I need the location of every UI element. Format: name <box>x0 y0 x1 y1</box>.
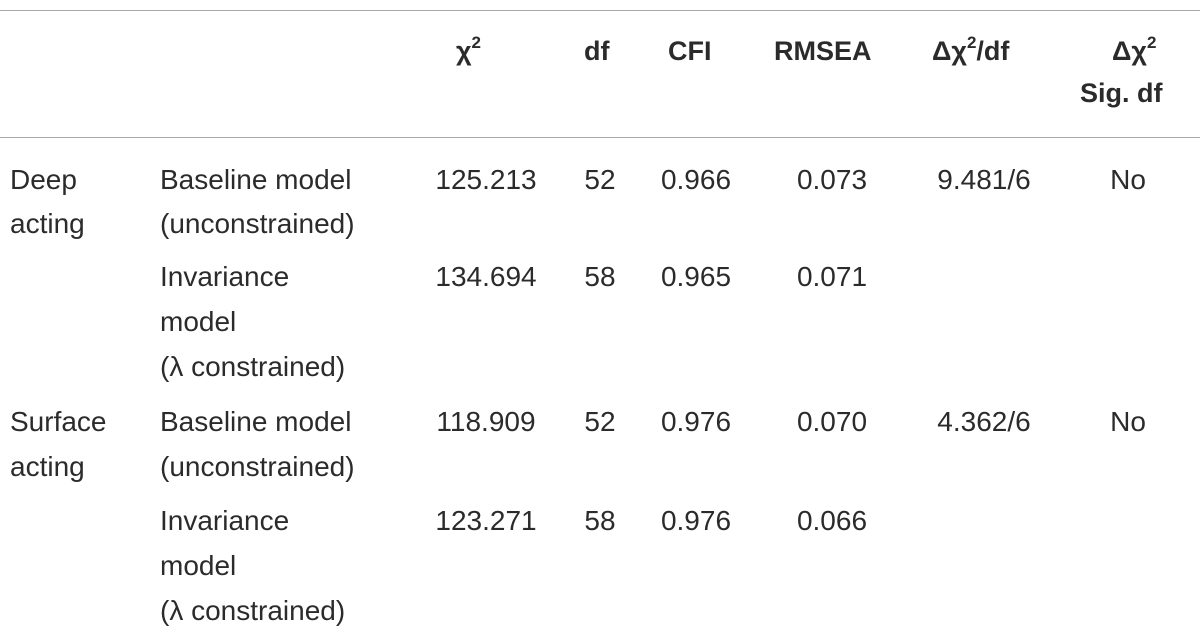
table-header-rule <box>0 137 1200 138</box>
header-sig-df: Sig. df <box>1080 78 1163 108</box>
model-name: Invariance <box>160 505 290 536</box>
header-delta-chi-df: Δχ2/df <box>932 33 1010 66</box>
df-value: 52 <box>584 164 616 195</box>
model-name: Invariance <box>160 261 290 292</box>
model-name-2: (unconstrained) <box>160 208 355 239</box>
group-label-surface-2: acting <box>10 451 85 482</box>
df-value: 58 <box>584 261 616 292</box>
sig-value: No <box>1110 164 1146 195</box>
group-label-surface: Surface <box>10 406 107 437</box>
sig-value: No <box>1110 406 1146 437</box>
chi-square-value: 134.694 <box>435 261 537 292</box>
df-value: 58 <box>584 505 616 536</box>
cfi-value: 0.965 <box>660 261 732 292</box>
model-name-3: (λ constrained) <box>160 351 346 382</box>
model-name: Baseline model <box>160 406 352 437</box>
chi-square-value: 123.271 <box>435 505 537 536</box>
group-label-deep: Deep <box>10 164 77 195</box>
header-cfi: CFI <box>668 36 712 66</box>
cfi-value: 0.976 <box>660 505 732 536</box>
header-chi-square: χ2 <box>456 33 482 66</box>
rmsea-value: 0.066 <box>796 505 868 536</box>
model-name-3: (λ constrained) <box>160 595 346 626</box>
header-df: df <box>584 36 610 66</box>
header-rmsea: RMSEA <box>774 36 872 66</box>
cfi-value: 0.976 <box>660 406 732 437</box>
table-top-rule <box>0 10 1200 11</box>
delta-chi-df-value: 9.481/6 <box>937 164 1031 195</box>
cfi-value: 0.966 <box>660 164 732 195</box>
header-delta-chi-sig: Δχ2 <box>1112 33 1157 66</box>
rmsea-value: 0.073 <box>796 164 868 195</box>
rmsea-value: 0.071 <box>796 261 868 292</box>
model-name: Baseline model <box>160 164 352 195</box>
delta-chi-df-value: 4.362/6 <box>937 406 1031 437</box>
model-name-2: model <box>160 550 237 581</box>
chi-square-value: 125.213 <box>435 164 537 195</box>
rmsea-value: 0.070 <box>796 406 868 437</box>
df-value: 52 <box>584 406 616 437</box>
model-name-2: model <box>160 306 237 337</box>
group-label-deep-2: acting <box>10 208 85 239</box>
model-name-2: (unconstrained) <box>160 451 355 482</box>
chi-square-value: 118.909 <box>436 406 536 437</box>
